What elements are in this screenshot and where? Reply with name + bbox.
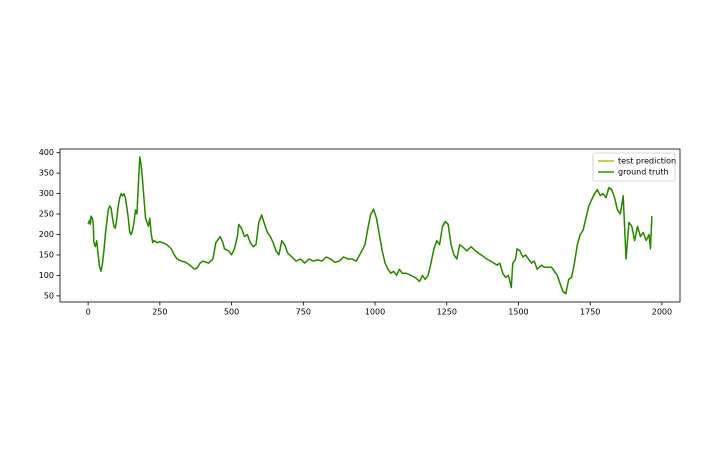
x-tick-label: 1250 bbox=[437, 308, 457, 317]
legend-label: test prediction bbox=[618, 157, 676, 166]
axes-frame bbox=[59, 148, 681, 303]
y-tick-label: 100 bbox=[39, 271, 54, 280]
x-tick-label: 250 bbox=[152, 308, 167, 317]
series-line bbox=[87, 156, 653, 295]
legend-box bbox=[592, 152, 676, 182]
x-tick-label: 1500 bbox=[508, 308, 528, 317]
y-tick-label: 250 bbox=[39, 210, 54, 219]
y-tick-label: 200 bbox=[39, 230, 54, 239]
y-tick-label: 400 bbox=[39, 148, 54, 157]
x-tick-label: 1000 bbox=[365, 308, 385, 317]
x-tick-label: 1750 bbox=[580, 308, 600, 317]
y-tick-label: 350 bbox=[39, 169, 54, 178]
x-tick-label: 2000 bbox=[652, 308, 672, 317]
y-tick-label: 150 bbox=[39, 250, 54, 259]
series-line bbox=[87, 158, 653, 294]
x-tick-label: 750 bbox=[296, 308, 311, 317]
y-tick-label: 50 bbox=[44, 291, 54, 300]
legend-label: ground truth bbox=[618, 168, 669, 177]
y-tick-label: 300 bbox=[39, 189, 54, 198]
x-tick-label: 500 bbox=[224, 308, 239, 317]
x-tick-label: 0 bbox=[86, 308, 91, 317]
